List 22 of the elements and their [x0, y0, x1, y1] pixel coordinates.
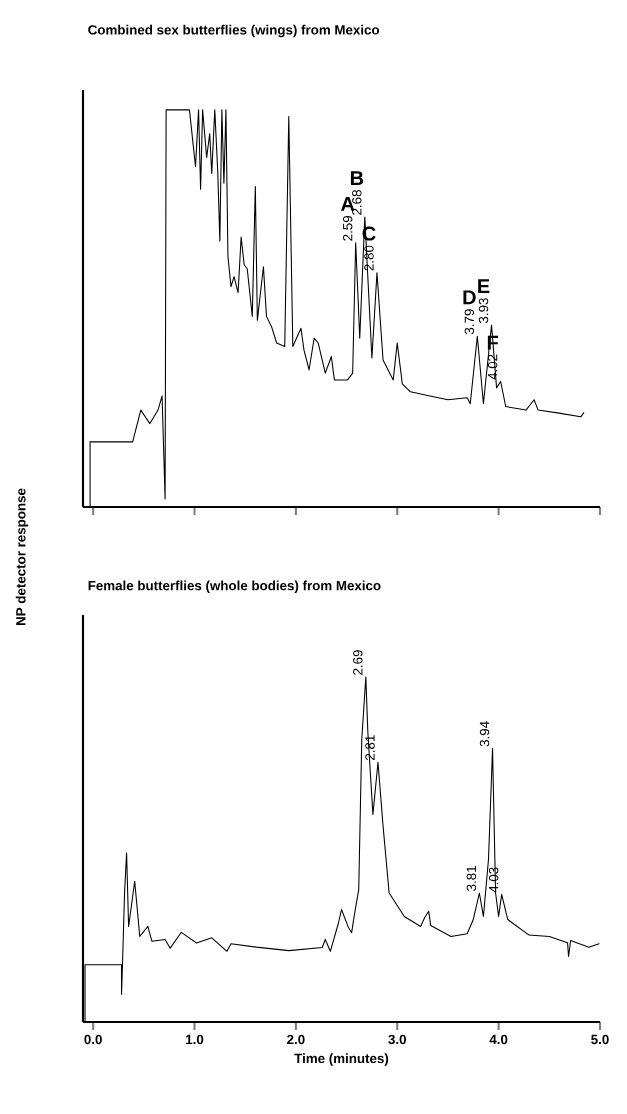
x-tick-label: 2.0 — [287, 1034, 305, 1045]
annotation: 3.81 — [466, 866, 477, 891]
y-axis-title: NP detector response — [15, 488, 29, 625]
annotation: 2.59 — [342, 215, 353, 241]
x-tick-label: 3.0 — [388, 1034, 406, 1045]
annotation: 2.69 — [353, 650, 363, 675]
x-tick-label: 4.0 — [489, 1034, 508, 1045]
annotation: B — [350, 171, 364, 185]
x-tick-label: 1.0 — [186, 1034, 204, 1045]
x-tick-label: 0.0 — [84, 1034, 102, 1045]
annotation: 3.79 — [464, 309, 475, 335]
x-axis-title: Time (minutes) — [294, 1053, 389, 1066]
chart-title: Combined sex butterflies (wings) from Mexico — [88, 24, 380, 38]
annotation: 3.93 — [478, 298, 489, 323]
annotation: 3.94 — [479, 721, 490, 747]
annotation: 2.81 — [365, 735, 375, 760]
chart-title: Female butterflies (whole bodies) from Mexico — [88, 580, 381, 593]
annotation: 2.80 — [364, 245, 374, 271]
x-tick-label: 5.0 — [591, 1034, 609, 1045]
annotation: 4.02 — [487, 354, 498, 380]
annotation: D — [463, 290, 476, 305]
annotation: E — [478, 279, 490, 294]
